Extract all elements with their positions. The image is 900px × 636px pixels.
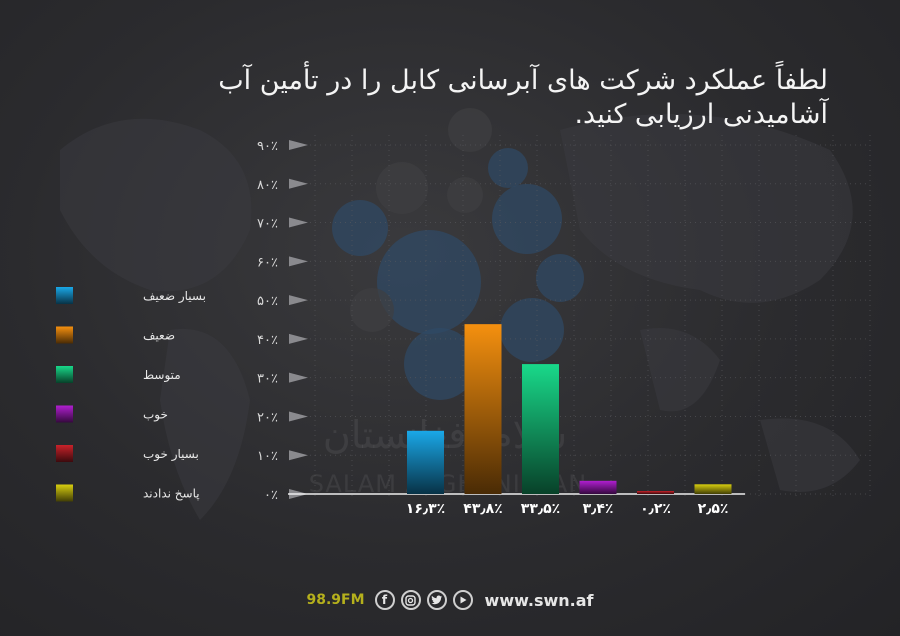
footer: 98.9FM f www.swn.af [0, 585, 900, 615]
instagram-icon[interactable] [400, 590, 421, 610]
map-bubble [536, 254, 584, 302]
y-tick-label: ۸۰٪ [257, 178, 278, 193]
map-bubble [492, 184, 562, 254]
continent-shape [160, 328, 250, 520]
legend-swatch [56, 484, 73, 502]
y-tick-label: ۴۰٪ [257, 333, 278, 348]
map-bubble [350, 288, 394, 332]
y-tick-label: ۷۰٪ [257, 217, 278, 232]
legend-swatch [56, 405, 73, 423]
background-map [60, 108, 860, 520]
bar [407, 430, 444, 494]
data-label: ۰٫۲٪ [640, 501, 671, 517]
y-tick-label: ۵۰٪ [257, 294, 278, 309]
tick-arrow-icon [289, 333, 308, 344]
website-link[interactable]: www.swn.af [484, 590, 594, 610]
tick-arrow-icon [289, 411, 308, 422]
legend: بسیار ضعیف ضعیف متوسط خوب بسیار خوب پاسخ نداد… [56, 287, 206, 502]
radio-frequency: 98.9FM [306, 592, 365, 608]
map-bubble [404, 328, 476, 400]
data-label: ۴۳٫۸٪ [463, 501, 502, 517]
continent-shape [640, 328, 720, 412]
legend-label: ضعیف [143, 329, 175, 343]
y-tick-label: ۳۰٪ [257, 372, 278, 387]
legend-label: بسیار خوب [143, 447, 199, 462]
legend-swatch [56, 366, 73, 383]
tick-arrow-icon [289, 140, 308, 150]
map-bubble [376, 162, 428, 214]
bar [579, 480, 617, 494]
legend-swatch [56, 287, 73, 304]
tick-arrow-icon [289, 217, 308, 228]
y-tick-label: ۲۰٪ [257, 410, 278, 425]
continent-shape [60, 118, 252, 292]
y-tick-label: ۶۰٪ [257, 255, 278, 270]
tick-arrow-icon [289, 295, 308, 306]
map-bubble [447, 177, 483, 213]
legend-label: متوسط [143, 368, 181, 383]
facebook-icon[interactable]: f [374, 590, 395, 610]
tick-arrow-icon [289, 450, 308, 461]
legend-swatch [56, 445, 73, 462]
y-tick-label: ۱۰٪ [257, 449, 278, 464]
bar [522, 364, 559, 494]
map-bubble [500, 298, 564, 362]
y-tick-label: ۰٪ [264, 488, 278, 503]
continent-shape [560, 114, 853, 303]
bar [464, 324, 502, 494]
chart-title: لطفاً عملکرد شرکت های آبرسانی کابل را در… [218, 65, 828, 130]
map-bubble [488, 148, 528, 188]
bar [637, 491, 674, 494]
twitter-icon[interactable] [426, 590, 447, 610]
y-tick-label: ۹۰٪ [257, 139, 278, 154]
tick-arrow-icon [289, 372, 308, 383]
map-bubble [448, 108, 492, 152]
data-label: ۳۳٫۵٪ [521, 501, 560, 517]
youtube-icon[interactable] [452, 590, 473, 610]
data-label: ۱۶٫۳٪ [406, 501, 445, 517]
legend-label: پاسخ ندادند [143, 487, 200, 501]
tick-arrow-icon [289, 256, 308, 267]
data-label: ۳٫۴٪ [583, 501, 614, 517]
legend-label: بسیار ضعیف [143, 289, 206, 304]
legend-swatch [56, 326, 73, 344]
map-bubble [377, 230, 481, 334]
legend-label: خوب [143, 408, 168, 423]
bar [694, 484, 732, 494]
map-bubble [332, 200, 388, 256]
data-label: ۲٫۵٪ [698, 501, 729, 517]
tick-arrow-icon [289, 178, 308, 189]
